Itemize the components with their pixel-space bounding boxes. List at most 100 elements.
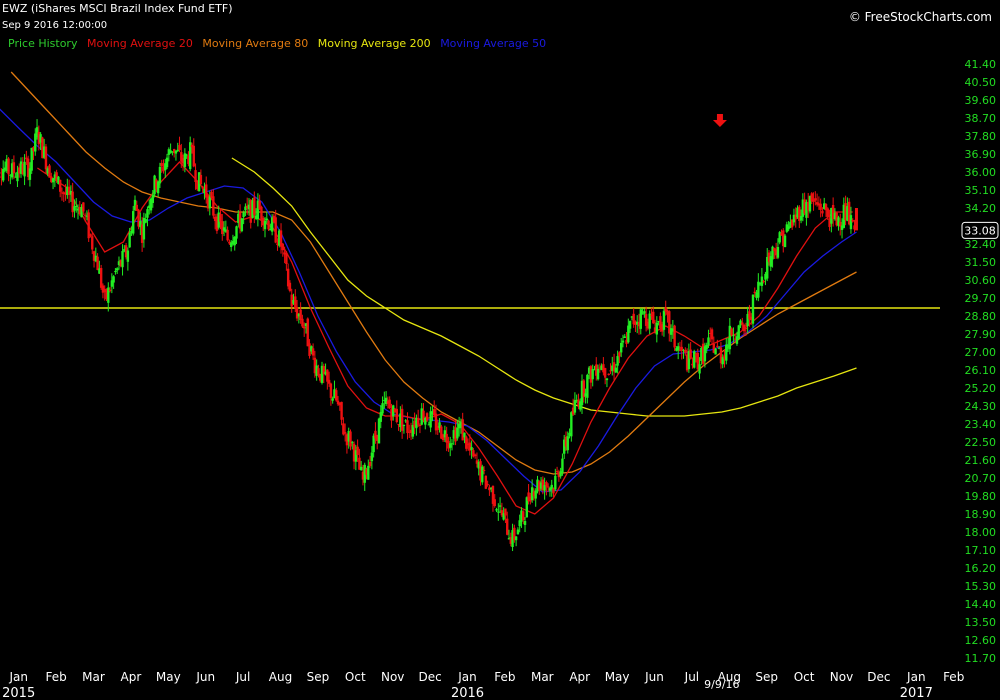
candle-body [794, 214, 797, 220]
candle-body [368, 461, 372, 466]
candle-body [96, 256, 99, 270]
last-price-label: 33.08 [964, 224, 996, 237]
candle-body [112, 276, 115, 283]
candle-body [162, 166, 165, 172]
candle-body [479, 461, 482, 481]
candle-body [742, 324, 746, 332]
candle-body [76, 208, 80, 211]
candle-body [235, 226, 238, 239]
candle-body [739, 320, 742, 326]
candle-body [831, 204, 835, 220]
candle-body [247, 204, 251, 210]
candle-body [217, 212, 220, 228]
candle-body [470, 447, 473, 451]
y-tick-label: 36.00 [965, 166, 997, 179]
candle-body [172, 149, 176, 154]
y-tick-label: 24.30 [965, 400, 997, 413]
candle-body [851, 219, 854, 222]
candle-body [493, 499, 496, 507]
candle-body [830, 208, 833, 224]
candle-body [124, 245, 128, 258]
candle-body [643, 311, 646, 314]
x-tick-label: Apr [121, 670, 142, 684]
candle-body [847, 201, 851, 225]
ma50-line [0, 108, 857, 493]
candle-body [393, 408, 397, 413]
candle-body [514, 536, 518, 541]
candle-body [322, 366, 325, 375]
candle-body [294, 296, 297, 309]
candle-body [787, 226, 790, 230]
candle-body [486, 483, 489, 485]
candle-body [652, 311, 655, 324]
brand-label: © FreeStockCharts.com [848, 10, 992, 24]
candle-body [536, 479, 539, 492]
candle-body [132, 211, 135, 234]
x-tick-label: Dec [867, 670, 890, 684]
y-tick-label: 16.20 [965, 562, 997, 575]
candle-body [386, 401, 390, 404]
candle-body [384, 397, 388, 404]
candle-body [165, 157, 169, 168]
candle-body [541, 479, 545, 491]
candle-body [611, 365, 614, 371]
candle-body [803, 199, 806, 214]
candle-body [653, 327, 657, 334]
candle-body [673, 325, 676, 348]
candle-body [657, 321, 660, 323]
candle-body [319, 374, 322, 381]
candle-body [675, 348, 678, 351]
candle-body [607, 373, 610, 375]
y-tick-label: 18.00 [965, 526, 997, 539]
y-tick-label: 34.20 [965, 202, 997, 215]
candle-body [30, 147, 33, 171]
candle-body [9, 174, 12, 176]
candle-body [267, 220, 270, 230]
candle-body [477, 462, 480, 469]
candle-body [361, 471, 365, 480]
year-label: 2015 [2, 686, 35, 700]
candle-body [586, 374, 589, 398]
candle-body [140, 224, 144, 243]
candle-body [397, 424, 400, 426]
candle-body [685, 354, 689, 371]
y-tick-label: 29.70 [965, 292, 997, 305]
y-tick-label: 19.80 [965, 490, 997, 503]
candle-body [244, 206, 247, 211]
candle-body [146, 209, 149, 218]
candle-body [440, 426, 443, 439]
candle-body [691, 363, 694, 366]
candle-body [381, 403, 384, 414]
candle-body [491, 485, 495, 504]
candle-body [785, 224, 789, 232]
candle-body [5, 158, 8, 171]
candle-body [744, 327, 748, 330]
candle-body [630, 316, 634, 318]
candle-body [41, 137, 44, 159]
candle-body [149, 198, 153, 211]
candle-body [331, 398, 334, 401]
candle-body [733, 338, 737, 340]
candle-body [431, 411, 434, 415]
candle-body [324, 371, 327, 375]
candle-body [650, 314, 653, 316]
candle-body [844, 203, 847, 221]
candle-body [213, 216, 217, 222]
candle-body [441, 434, 445, 441]
candle-body [114, 271, 117, 273]
candle-body [671, 328, 675, 332]
candle-body [465, 436, 468, 449]
candle-body [121, 250, 124, 268]
candle-body [766, 256, 769, 279]
candle-body [128, 232, 131, 248]
candle-body [408, 431, 411, 433]
x-tick-label: Nov [381, 670, 404, 684]
candle-body [359, 466, 363, 471]
candle-body [73, 206, 76, 211]
candle-body [390, 409, 393, 421]
candle-body [392, 405, 395, 417]
candle-body [7, 158, 10, 175]
candle-body [415, 417, 418, 429]
candle-body [26, 158, 30, 178]
candle-body [406, 420, 409, 434]
